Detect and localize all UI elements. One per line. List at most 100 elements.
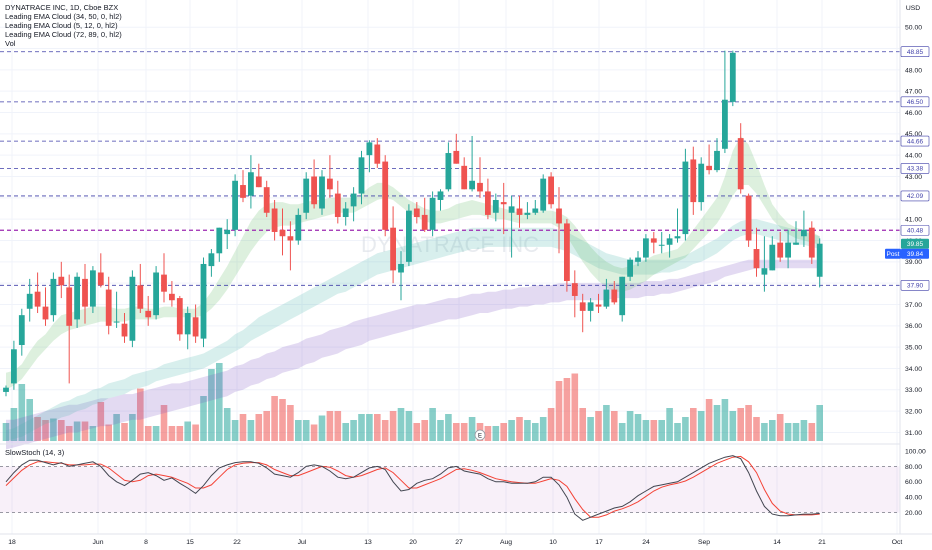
candle-body [627, 259, 633, 277]
volume-bar [223, 408, 231, 441]
volume-bar [642, 420, 650, 441]
indicator-ema-5-12[interactable]: Leading EMA Cloud (5, 12, 0, hl2) [5, 21, 118, 30]
candle-body [413, 208, 420, 218]
indicator-slowstoch[interactable]: SlowStoch (14, 3) [5, 448, 65, 457]
volume-bar [271, 396, 278, 441]
candle-body [421, 214, 428, 230]
volume-bar [816, 405, 823, 441]
candle-body [26, 293, 33, 309]
time-tick-label: 13 [364, 539, 372, 546]
candle-body [358, 157, 365, 194]
price-level-tag-label: 44.66 [907, 138, 924, 145]
candlesticks [3, 50, 823, 397]
candle-body [477, 182, 483, 192]
candle-body [556, 208, 562, 224]
volume-bar [18, 384, 26, 441]
time-axis[interactable]: 18 Jun 8 15 22 Jul 13 20 27 Aug 10 17 24 Sep 14 21 Oct [8, 539, 902, 546]
symbol-title[interactable]: DYNATRACE INC, 1D, Cboe BZX [5, 3, 118, 12]
candle-body [271, 208, 278, 232]
volume-bar [65, 426, 73, 441]
volume-bar [176, 426, 184, 441]
candle-body [248, 172, 254, 196]
volume-bar [89, 426, 97, 441]
volume-bar [721, 399, 729, 441]
volume-bar [713, 405, 721, 441]
ema-cloud-34-50 [6, 219, 820, 441]
candle-body [611, 289, 618, 303]
price-tick-label: 33.00 [905, 387, 922, 394]
candle-body [753, 249, 760, 269]
volume-bar [800, 420, 808, 441]
time-tick-label: 18 [8, 539, 16, 546]
price-pane: DYNATRACE INC E [0, 0, 900, 534]
price-tick-label: 41.00 [905, 217, 922, 224]
price-tick-label: 34.00 [905, 366, 922, 373]
price-tick-label: 44.00 [905, 153, 922, 160]
price-level-tags: 48.85 46.50 44.66 43.38 42.09 40.48 37.90 39.85… [885, 46, 930, 291]
candle-body [429, 197, 436, 230]
volume-bar [192, 424, 199, 441]
stoch-tick-label: 80.00 [905, 464, 922, 471]
post-price-tag [901, 248, 929, 259]
candle-body [342, 208, 349, 218]
indicator-ema-72-89[interactable]: Leading EMA Cloud (72, 89, 0, hl2) [5, 30, 122, 39]
candle-body [224, 229, 231, 235]
volume-bar [492, 426, 500, 441]
volume-bar [302, 420, 310, 441]
volume-bar [753, 417, 760, 441]
time-tick-label: 21 [818, 539, 826, 546]
candle-body [461, 165, 468, 190]
volume-bar [97, 402, 105, 441]
candle-body [548, 176, 554, 205]
volume-bar [769, 420, 776, 441]
candle-body [785, 242, 791, 258]
candle-body [176, 298, 183, 335]
volume-bar [690, 408, 697, 441]
volume-bar [437, 420, 444, 441]
volume-bar [184, 421, 191, 441]
post-tag-label: Post [886, 251, 899, 258]
volume-bar [776, 414, 784, 441]
candle-body [698, 163, 705, 203]
candle-body [34, 291, 41, 307]
price-tick-label: 36.00 [905, 323, 922, 330]
time-tick-label: Sep [698, 539, 710, 546]
candle-body [437, 191, 444, 200]
volume-bar [105, 424, 112, 441]
volume-bar [121, 423, 128, 441]
candle-body [374, 144, 381, 164]
candle-body [161, 274, 167, 292]
volume-bar [658, 420, 665, 441]
candle-body [643, 238, 649, 258]
candle-body [714, 150, 720, 171]
candle-body [619, 276, 626, 316]
last-price-label: 39.85 [907, 241, 924, 248]
last-price-tag [901, 238, 929, 249]
price-level-tag [900, 190, 930, 202]
time-tick-label: 22 [233, 539, 241, 546]
candle-body [745, 195, 752, 241]
volume-bar [571, 373, 579, 441]
volume-bar [413, 423, 421, 441]
volume-bar [263, 411, 270, 441]
price-tick-label: 45.00 [905, 131, 922, 138]
candle-body [492, 199, 499, 213]
candle-body [382, 161, 389, 230]
candle-body [777, 242, 784, 258]
candle-body [121, 323, 128, 337]
time-tick-label: 14 [773, 539, 781, 546]
candle-body [674, 236, 681, 239]
earnings-marker[interactable]: E [474, 429, 486, 441]
candle-body [469, 180, 475, 190]
stoch-axis[interactable]: 20.00 40.00 60.00 80.00 100.00 [905, 448, 926, 517]
volume-bar [326, 411, 334, 441]
stoch-tick-label: 60.00 [905, 479, 922, 486]
volume-bar [2, 423, 10, 441]
indicator-ema-34-50[interactable]: Leading EMA Cloud (34, 50, 0, hl2) [5, 12, 122, 21]
volume-bar [137, 388, 144, 441]
candle-body [706, 165, 712, 171]
volume-bar [516, 417, 523, 441]
price-tick-label: 32.00 [905, 409, 922, 416]
indicator-volume[interactable]: Vol [5, 39, 16, 48]
volume-bar [626, 411, 634, 441]
